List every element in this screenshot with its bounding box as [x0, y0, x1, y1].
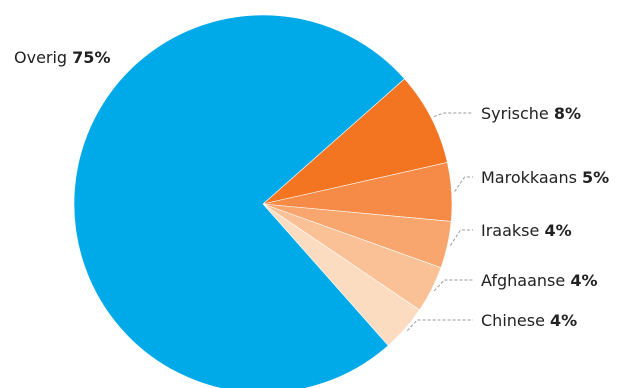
slice-label-name: Chinese: [481, 311, 550, 330]
slice-labels: Syrische 8%Marokkaans 5%Iraakse 4%Afghaa…: [14, 48, 609, 330]
pie-slices: [73, 14, 453, 388]
slice-label-afghaanse: Afghaanse 4%: [481, 271, 598, 290]
leader-line-syrische: [433, 112, 473, 118]
slice-label-name: Afghaanse: [481, 271, 570, 290]
slice-label-value: 4%: [550, 311, 577, 330]
slice-label-value: 8%: [554, 104, 581, 123]
slice-label-value: 75%: [72, 48, 110, 67]
slice-label-name: Iraakse: [481, 221, 544, 240]
slice-label-name: Overig: [14, 48, 72, 67]
leader-line-iraakse: [450, 229, 473, 246]
slice-label-iraakse: Iraakse 4%: [481, 221, 572, 240]
leader-line-marokkaans: [454, 176, 473, 192]
slice-label-syrische: Syrische 8%: [481, 104, 581, 123]
slice-label-name: Marokkaans: [481, 168, 582, 187]
pie-slice-overig: [73, 14, 405, 388]
slice-label-chinese: Chinese 4%: [481, 311, 577, 330]
leader-line-afghaanse: [433, 279, 473, 292]
slice-label-value: 4%: [570, 271, 597, 290]
slice-label-value: 4%: [544, 221, 571, 240]
slice-label-name: Syrische: [481, 104, 554, 123]
slice-label-value: 5%: [582, 168, 609, 187]
slice-label-overig: Overig 75%: [14, 48, 110, 67]
leader-line-chinese: [406, 319, 473, 332]
leader-lines: [406, 112, 473, 332]
slice-label-marokkaans: Marokkaans 5%: [481, 168, 609, 187]
